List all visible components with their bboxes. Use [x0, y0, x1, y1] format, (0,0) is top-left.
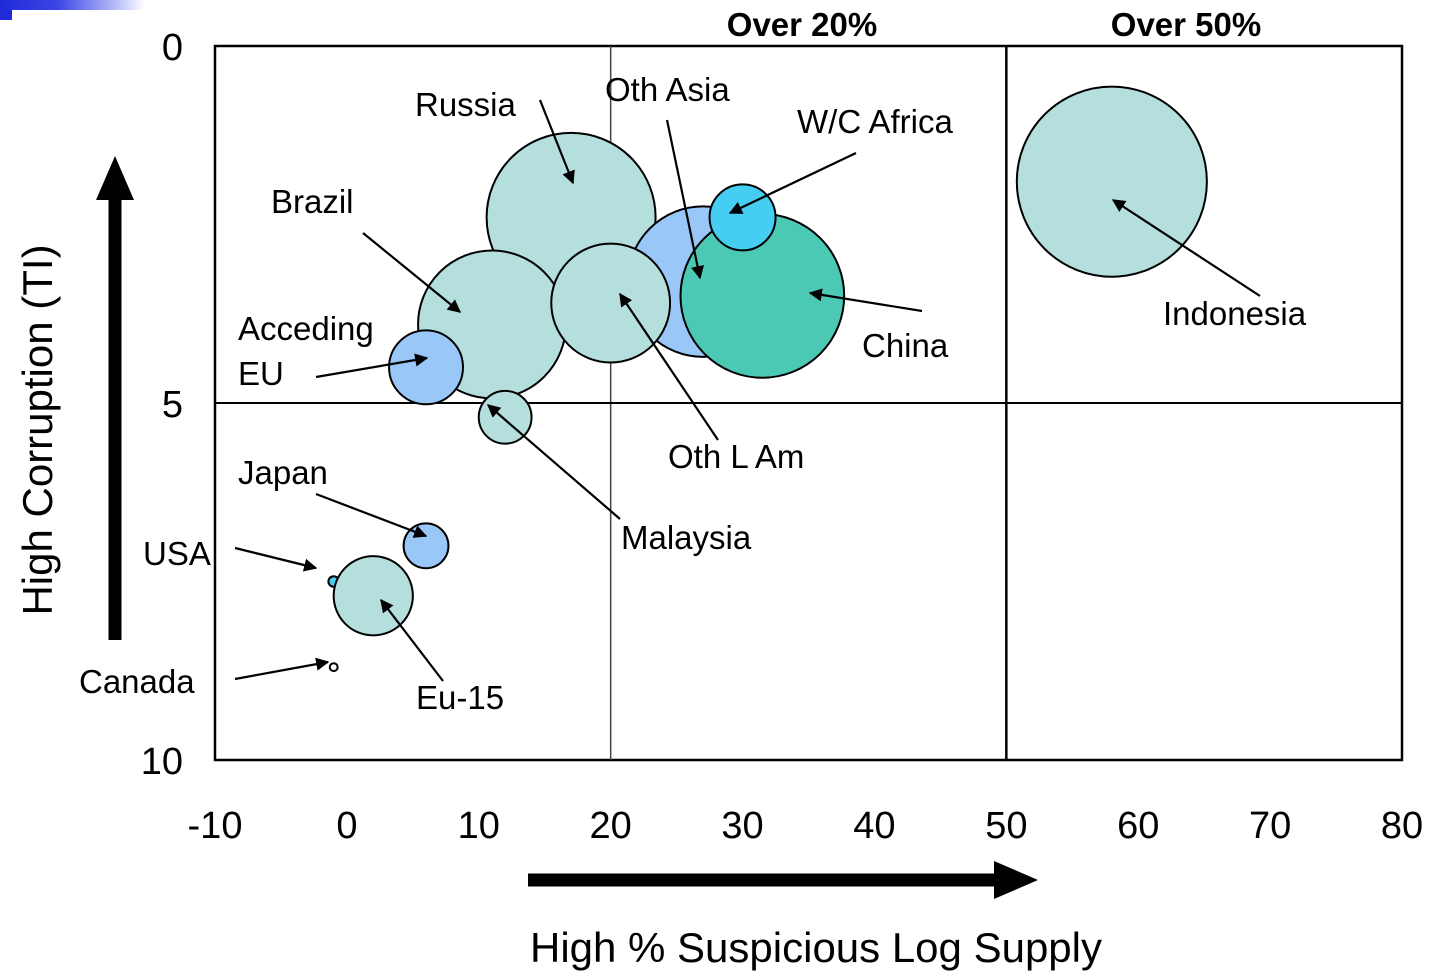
x-tick-label: 30 [721, 805, 763, 847]
bubble-label-china: China [862, 327, 949, 364]
x-tick-label: 60 [1117, 805, 1159, 847]
bubble-label-usa: USA [143, 535, 211, 572]
bubble-label-malaysia: Malaysia [621, 519, 752, 556]
bubble-label-eu15: Eu-15 [416, 679, 504, 716]
bubble-indonesia [1015, 85, 1208, 278]
x-tick-label: 10 [458, 805, 500, 847]
callout-arrow-oth-lam [619, 292, 719, 441]
callout-arrow-russia [538, 99, 575, 185]
y-axis-title: High Corruption (TI) [14, 244, 61, 615]
x-tick-label: 80 [1381, 805, 1423, 847]
bubble-label-accedingeu: Acceding EU [238, 310, 374, 392]
slide-corner-decoration [0, 0, 145, 20]
bubble-accedingeu [388, 329, 464, 406]
bubble-wc-africa [708, 183, 777, 252]
callout-arrow-usa [234, 546, 318, 572]
x-tick-label: 0 [336, 805, 357, 847]
y-direction-arrow-head [96, 156, 134, 200]
y-tick-label: 5 [162, 384, 183, 426]
callout-arrow-indonesia [1111, 199, 1261, 297]
x-tick-label: 20 [590, 805, 632, 847]
bubble-label-canada: Canada [79, 663, 195, 700]
callout-arrow-japan [315, 492, 428, 538]
x-tick-label: 50 [985, 805, 1027, 847]
callout-arrow-brazil [362, 232, 462, 313]
bubble-label-oth-lam: Oth L Am [668, 438, 804, 475]
bubble-canada [328, 662, 339, 673]
callout-arrow-accedingeu [315, 353, 429, 379]
bubble-eu15 [332, 555, 414, 637]
bubble-label-brazil: Brazil [271, 183, 354, 220]
callout-arrow-oth-asia [665, 119, 705, 280]
bubble-label-line: EU [238, 355, 284, 392]
bubble-label-russia: Russia [415, 86, 517, 123]
callout-arrow-eu15 [380, 598, 444, 682]
bubble-label-line: Acceding [238, 310, 374, 347]
bubble-oth-lam [550, 242, 672, 364]
callout-arrow-wc-africa [728, 152, 857, 214]
x-axis-title: High % Suspicious Log Supply [530, 924, 1102, 971]
bubble-label-oth-asia: Oth Asia [605, 71, 730, 108]
region-label-over50: Over 50% [1111, 6, 1261, 43]
bubble-label-wc-africa: W/C Africa [797, 103, 953, 140]
y-tick-label: 10 [141, 741, 183, 783]
y-tick-label: 0 [162, 27, 183, 69]
region-label-over20: Over 20% [727, 6, 877, 43]
bubble-label-indonesia: Indonesia [1163, 295, 1307, 332]
x-tick-label: 70 [1249, 805, 1291, 847]
callout-arrow-malaysia [487, 404, 621, 520]
callout-arrow-canada [234, 657, 330, 681]
bubble-label-japan: Japan [238, 454, 328, 491]
x-direction-arrow-head [994, 861, 1038, 899]
callout-arrow-china [808, 288, 923, 313]
x-tick-label: -10 [188, 805, 243, 847]
x-tick-label: 40 [853, 805, 895, 847]
